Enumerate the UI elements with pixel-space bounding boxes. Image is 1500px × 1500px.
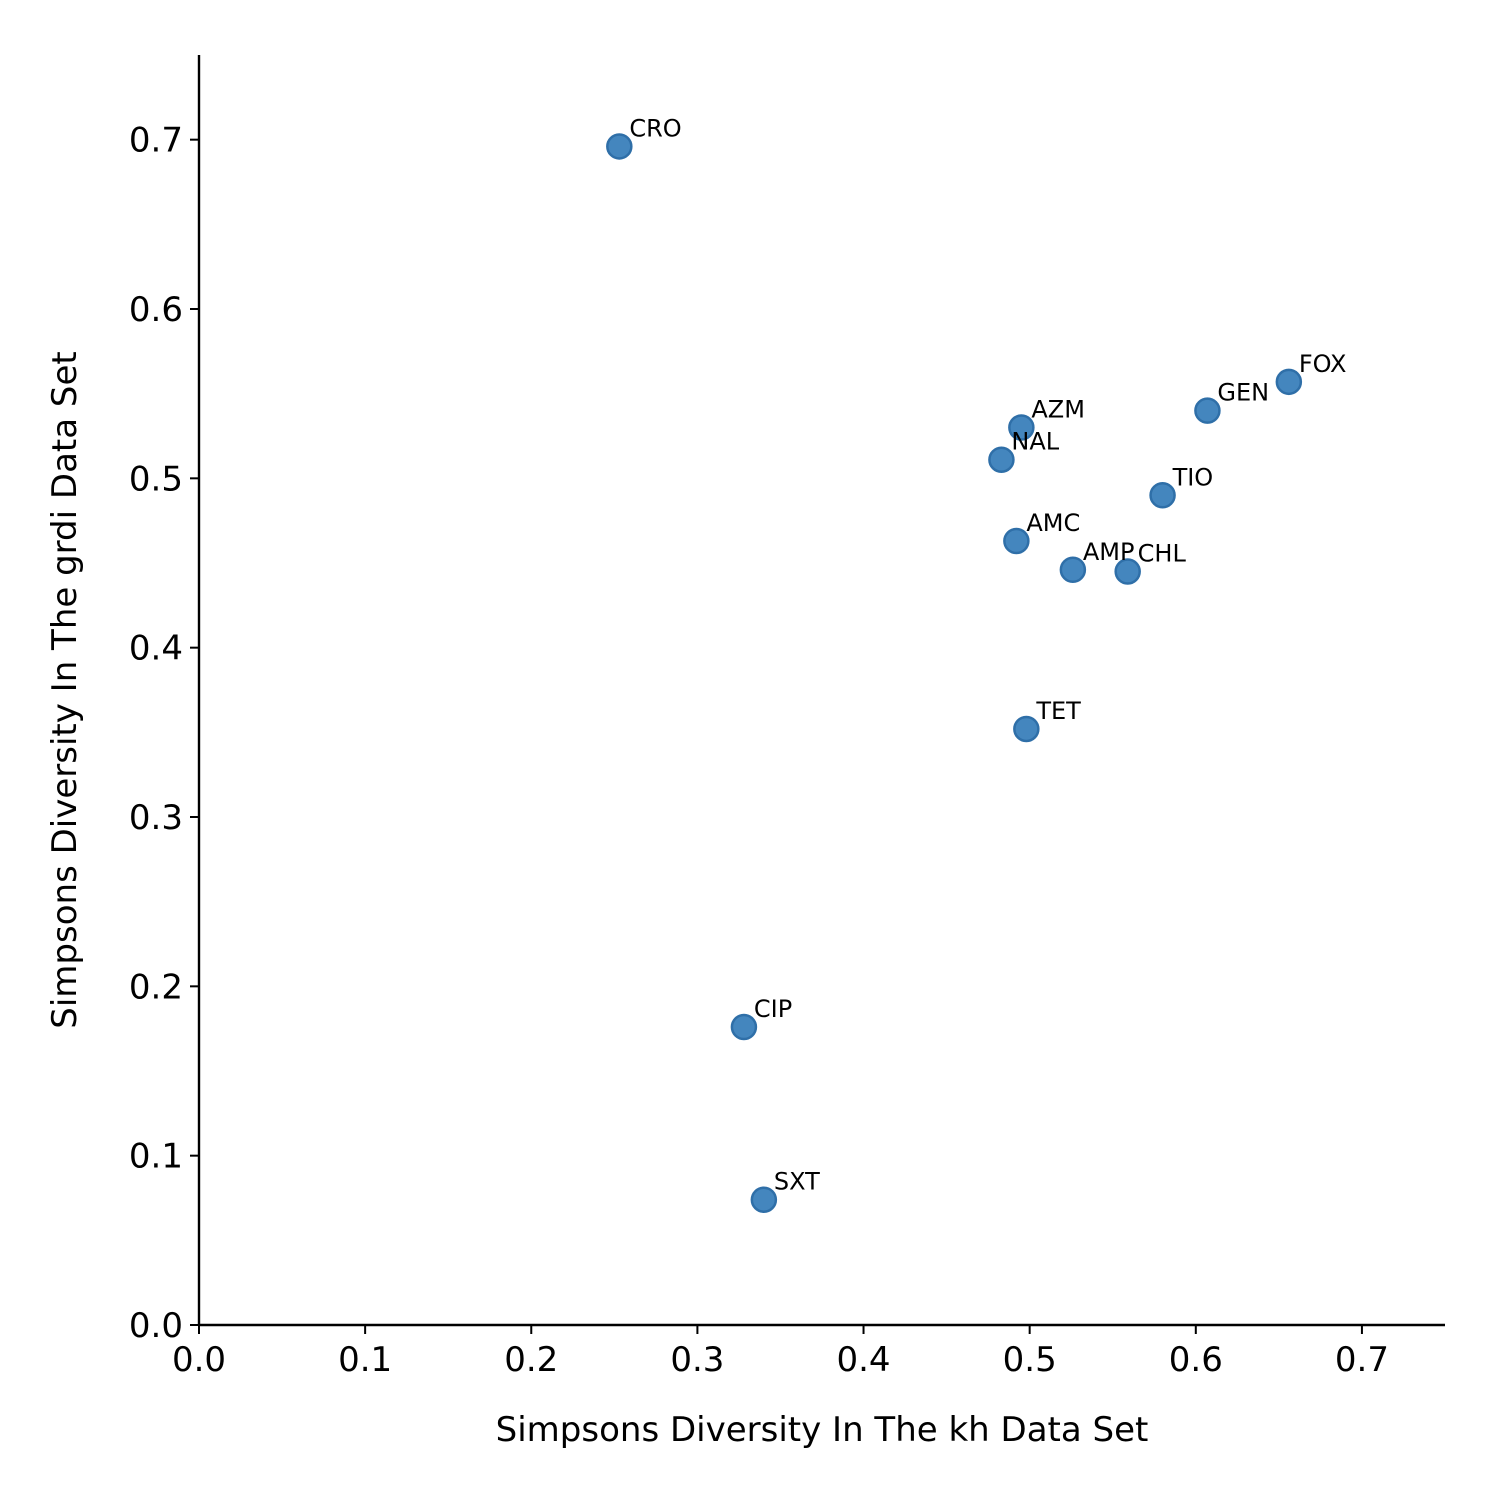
point-label-tet: TET bbox=[1035, 697, 1081, 725]
y-tick-label: 0.5 bbox=[129, 459, 183, 499]
point-label-tio: TIO bbox=[1172, 463, 1214, 491]
point-label-azm: AZM bbox=[1031, 396, 1085, 424]
y-tick-label: 0.4 bbox=[129, 629, 183, 669]
y-tick-label: 0.2 bbox=[129, 967, 183, 1007]
axes bbox=[197, 55, 1445, 1327]
data-point-tio bbox=[1149, 482, 1176, 509]
data-point-chl bbox=[1114, 558, 1141, 585]
x-tick-label: 0.3 bbox=[670, 1340, 724, 1380]
data-point-amp bbox=[1059, 556, 1087, 584]
x-tick-label: 0.1 bbox=[338, 1340, 392, 1380]
x-tick-label: 0.7 bbox=[1335, 1340, 1389, 1380]
point-label-cip: CIP bbox=[754, 995, 792, 1023]
x-tick-label: 0.4 bbox=[836, 1340, 890, 1380]
data-point-nal bbox=[988, 446, 1015, 473]
y-axis-label: Simpsons Diversity In The grdi Data Set bbox=[45, 351, 85, 1028]
y-tick-label: 0.7 bbox=[129, 121, 183, 161]
point-label-amp: AMP bbox=[1083, 538, 1135, 566]
data-point-cip bbox=[730, 1013, 758, 1041]
point-label-fox: FOX bbox=[1299, 350, 1347, 378]
point-label-amc: AMC bbox=[1026, 509, 1080, 537]
x-ticks: 0.0 0.1 0.2 0.3 0.4 0.5 0.6 0.7 bbox=[172, 1325, 1389, 1380]
x-tick-label: 0.6 bbox=[1169, 1340, 1223, 1380]
y-ticks: 0.0 0.1 0.2 0.3 0.4 0.5 0.6 0.7 bbox=[129, 121, 199, 1346]
x-tick-label: 0.2 bbox=[504, 1340, 558, 1380]
data-point-sxt bbox=[750, 1186, 778, 1213]
point-label-sxt: SXT bbox=[774, 1168, 820, 1196]
point-label-cro: CRO bbox=[629, 114, 681, 142]
data-point-cro bbox=[606, 133, 633, 160]
data-point-amc bbox=[1003, 527, 1030, 555]
data-point-azm bbox=[1008, 414, 1035, 441]
x-tick-label: 0.0 bbox=[172, 1340, 226, 1380]
point-label-gen: GEN bbox=[1217, 379, 1269, 407]
y-tick-label: 0.3 bbox=[129, 798, 183, 838]
x-tick-label: 0.5 bbox=[1003, 1340, 1057, 1380]
point-label-nal: NAL bbox=[1011, 428, 1059, 456]
y-tick-label: 0.1 bbox=[129, 1137, 183, 1177]
data-points bbox=[606, 133, 1303, 1213]
data-point-fox bbox=[1275, 368, 1303, 396]
y-tick-label: 0.0 bbox=[129, 1306, 183, 1346]
x-axis-label: Simpsons Diversity In The kh Data Set bbox=[496, 1410, 1149, 1450]
data-point-gen bbox=[1194, 397, 1221, 424]
data-point-tet bbox=[1013, 715, 1040, 743]
y-tick-label: 0.6 bbox=[129, 290, 183, 330]
point-label-chl: CHL bbox=[1138, 539, 1187, 567]
